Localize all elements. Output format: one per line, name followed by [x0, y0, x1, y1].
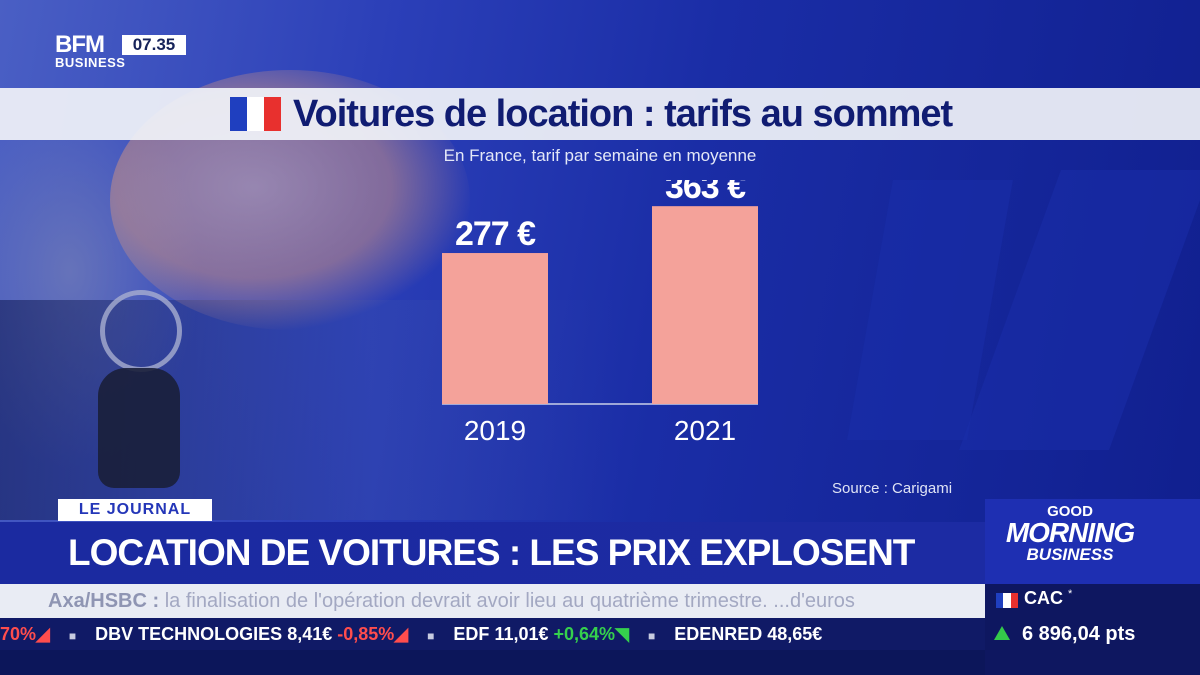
x-tick-label-2021: 2021: [674, 415, 736, 446]
show-panel: [985, 499, 1200, 584]
bar-2021: [652, 206, 758, 404]
title-banner: [0, 88, 1200, 140]
key-ring: [100, 290, 182, 372]
section-tag: LE JOURNAL: [58, 499, 212, 521]
chart-subtitle-text: En France, tarif par semaine en moyenne: [443, 146, 757, 165]
headline-bar: [0, 522, 985, 584]
key-fob: [98, 368, 180, 488]
stock-change: -0,85%: [337, 624, 395, 644]
stock-ticker-bar: [0, 618, 985, 650]
channel-logo: BFM BUSINESS: [55, 31, 126, 70]
down-arrow-icon: ◢: [394, 624, 409, 644]
chart-title: Voitures de location : tarifs au sommet: [293, 93, 953, 135]
index-name: CAC: [1024, 588, 1063, 608]
separator-icon: ■: [647, 629, 656, 643]
index-value: 6 896,04 pts: [1022, 623, 1136, 645]
chart-subtitle: En France, tarif par semaine en moyenne: [0, 146, 1200, 166]
chart-source: Source : Carigami: [832, 480, 953, 497]
down-arrow-icon: ◢: [36, 624, 50, 644]
logo-line1: BFM: [55, 31, 105, 58]
separator-icon: ■: [427, 629, 435, 643]
x-tick-label-2019: 2019: [464, 415, 526, 446]
flag-red-stripe: [264, 97, 281, 131]
flag-blue-stripe: [230, 97, 247, 131]
flag-white-stripe: [1003, 593, 1011, 608]
show-logo-line2: MORNING: [1005, 517, 1135, 548]
stock-price: 48,65€: [767, 624, 823, 644]
show-logo-line1: GOOD: [1047, 503, 1093, 520]
up-triangle-icon: [994, 626, 1010, 640]
france-flag-icon: [230, 97, 281, 131]
news-ticker: Axa/HSBC : la finalisation de l'opératio…: [48, 584, 855, 618]
index-marker: *: [1068, 588, 1073, 600]
ticker-text: la finalisation de l'opération devrait a…: [164, 590, 774, 612]
stock-name: DBV TECHNOLOGIES: [95, 624, 283, 644]
data-label-2021: 363 €: [665, 180, 746, 206]
show-logo: GOOD MORNING BUSINESS: [990, 504, 1150, 564]
show-logo-line3: BUSINESS: [1026, 545, 1114, 564]
news-ticker-bar: [0, 584, 985, 618]
bar-chart: 277 € 2019 363 € 2021: [442, 180, 758, 446]
stock-price: 11,01€: [494, 624, 549, 644]
stock-prefix-change: 70%: [0, 624, 37, 644]
stock-name: EDENRED: [674, 624, 763, 644]
stock-ticker: 70%◢ ■ DBV TECHNOLOGIES 8,41€ -0,85%◢ ■ …: [0, 618, 822, 650]
stock-name: EDF: [453, 624, 490, 644]
clock: 07.35: [122, 35, 186, 55]
flag-blue-stripe: [996, 593, 1004, 608]
flag-red-stripe: [1010, 593, 1018, 608]
up-arrow-icon: ◥: [615, 624, 629, 644]
separator-icon: ■: [68, 629, 77, 643]
data-label-2019: 277 €: [455, 215, 536, 253]
stock-change: +0,64%: [553, 624, 616, 644]
ticker-company: Axa/HSBC :: [48, 590, 160, 612]
index-panel: [985, 584, 1200, 675]
bottom-strip: [0, 650, 985, 675]
stock-price: 8,41€: [287, 624, 333, 644]
logo-line2: BUSINESS: [55, 55, 126, 70]
flag-white-stripe: [247, 97, 264, 131]
ticker-overflow: ...d'euros: [773, 590, 855, 612]
bar-2019: [442, 253, 548, 404]
france-flag-small-icon: [996, 593, 1018, 608]
headline: LOCATION DE VOITURES : LES PRIX EXPLOSEN…: [68, 532, 915, 573]
